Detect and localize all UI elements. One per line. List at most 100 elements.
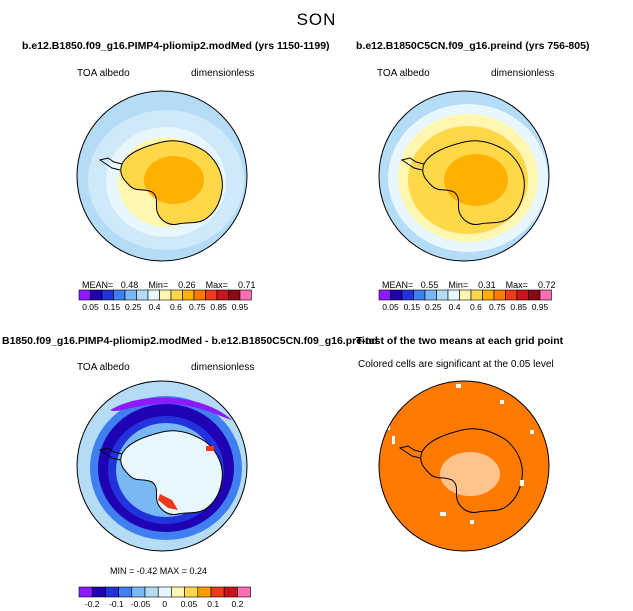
panel-1-colorbar-swatch: [239, 289, 252, 301]
panel-2-colorbar-swatch: [413, 289, 426, 301]
panel-3-colorbar-label: 0: [162, 599, 167, 609]
panel-4-map-border: [378, 380, 550, 552]
panel-2-max-label: Max=: [505, 280, 528, 290]
panel-2-continent: [401, 140, 525, 226]
panel-2-mean: 0.55: [420, 280, 439, 290]
panel-2-colorbar-label: 0.75: [489, 302, 506, 312]
panel-2-stats: MEAN= 0.55 Min= 0.31 Max= 0.72: [382, 280, 555, 290]
panel-1-colorbar-swatch: [90, 289, 103, 301]
panel-3-colorbar-swatch: [237, 586, 251, 598]
panel-3-colorbar-swatch: [118, 586, 133, 598]
panel-2-max: 0.72: [537, 280, 556, 290]
panel-3-colorbar-swatch: [157, 586, 172, 598]
panel-3-colorbar-swatch: [78, 586, 93, 598]
panel-2-colorbar-swatch: [436, 289, 449, 301]
panel-4-cell: [530, 430, 534, 434]
panel-4-cell: [520, 480, 524, 486]
panel-1-title: b.e12.B1850.f09_g16.PIMP4-pliomip2.modMe…: [22, 40, 330, 52]
panel-2-title: b.e12.B1850C5CN.f09_g16.preind (yrs 756-…: [356, 40, 590, 52]
panel-1-units: dimensionless: [191, 68, 255, 79]
panel-2-colorbar-swatch: [493, 289, 506, 301]
panel-1-colorbar-label: 0.15: [104, 302, 121, 312]
panel-2-colorbar-label: 0.05: [382, 302, 399, 312]
panel-1-colorbar-swatch: [78, 289, 91, 301]
panel-1-colorbar-swatch: [113, 289, 126, 301]
panel-1-plateau-fill: [144, 156, 204, 204]
panel-2-plateau-fill: [444, 154, 508, 206]
panel-3-red-anomaly-east: [206, 446, 214, 451]
panel-2-colorbar-swatch: [378, 289, 391, 301]
panel-1-map-border: [76, 90, 248, 262]
panel-2-map-border: [378, 90, 550, 262]
figure-season-title: SON: [296, 10, 337, 29]
panel-2-colorbar-label: 0.6: [470, 302, 482, 312]
panel-2-mean-label: MEAN=: [382, 280, 414, 290]
panel-4-title: T-test of the two means at each grid poi…: [356, 335, 564, 347]
panel-3-colorbar-label: 0.1: [207, 599, 219, 609]
panel-3-colorbar-swatch: [131, 586, 146, 598]
panel-1-colorbar-swatch: [124, 289, 137, 301]
panel-2-colorbar-swatch: [528, 289, 541, 301]
panel-2-min: 0.31: [478, 280, 496, 290]
panel-1-colorbar-swatch: [205, 289, 218, 301]
panel-4-cell: [392, 436, 395, 444]
panel-3-colorbar-swatch: [184, 586, 199, 598]
panel-2-units: dimensionless: [491, 68, 555, 79]
panel-1-colorbar-label: 0.05: [82, 302, 99, 312]
panel-3-colorbar: -0.2 -0.1 -0.05 0 0.05 0.1 0.2: [78, 586, 251, 609]
panel-1-colorbar-swatch: [228, 289, 241, 301]
panel-2-colorbar-swatch: [470, 289, 483, 301]
panel-4-insignificant-patch: [440, 452, 500, 496]
panel-3-colorbar-label: -0.1: [109, 599, 124, 609]
panel-2-variable: TOA albedo: [377, 68, 430, 79]
panel-4-cell: [500, 400, 504, 404]
panel-2-min-label: Min=: [448, 280, 469, 290]
panel-3-colorbar-swatch: [91, 586, 106, 598]
panel-4-map: [379, 381, 549, 551]
panel-3-colorbar-swatch: [210, 586, 225, 598]
panel-3-variable: TOA albedo: [77, 362, 130, 373]
panel-3-stats: MIN = -0.42 MAX = 0.24: [110, 566, 208, 576]
panel-1-min-label: Min=: [148, 280, 169, 290]
panel-3-purple-patch: [110, 397, 232, 420]
panel-3-colorbar-label: -0.05: [131, 599, 151, 609]
panel-1-colorbar-swatch: [170, 289, 183, 301]
panel-1-colorbar-label: 0.4: [149, 302, 161, 312]
panel-2-colorbar-label: 0.95: [532, 302, 549, 312]
panel-1-colorbar-swatch: [136, 289, 149, 301]
panel-3-red-anomaly: [158, 494, 178, 510]
panel-2-colorbar-swatch: [447, 289, 460, 301]
panel-1-colorbar-swatch: [159, 289, 172, 301]
panel-2-colorbar-swatch: [505, 289, 518, 301]
panel-2-colorbar-swatch: [390, 289, 403, 301]
panel-1-colorbar-label: 0.6: [170, 302, 182, 312]
panel-4-note: Colored cells are significant at the 0.0…: [358, 359, 554, 370]
panel-1-mean-label: MEAN=: [82, 280, 114, 290]
panel-1-colorbar-swatch: [193, 289, 206, 301]
panel-1-colorbar-label: 0.75: [189, 302, 206, 312]
panel-3-colorbar-swatch: [105, 586, 119, 598]
panel-3-map: [77, 381, 247, 551]
panel-2-colorbar-swatch: [424, 289, 437, 301]
panel-3-colorbar-swatch: [197, 586, 212, 598]
panel-2-colorbar-label: 0.15: [404, 302, 421, 312]
panel-2-map: [379, 91, 549, 261]
panel-4-continent: [399, 428, 523, 514]
panel-3-colorbar-swatch: [171, 586, 185, 598]
panel-1-colorbar-swatch: [182, 289, 195, 301]
panel-2-colorbar-label: 0.85: [510, 302, 527, 312]
panel-2-colorbar-label: 0.25: [425, 302, 442, 312]
panel-4-cell: [440, 512, 446, 516]
panel-1-variable: TOA albedo: [77, 68, 130, 79]
panel-3-colorbar-label: -0.2: [85, 599, 100, 609]
panel-1-colorbar-label: 0.25: [125, 302, 142, 312]
panel-2-colorbar-swatch: [401, 289, 414, 301]
panel-2-colorbar-swatch: [539, 289, 552, 301]
panel-3-colorbar-label: 0.05: [181, 599, 198, 609]
panel-1-colorbar-swatch: [147, 289, 160, 301]
panel-1-map: [77, 91, 247, 261]
panel-1-mean: 0.48: [120, 280, 139, 290]
panel-2-colorbar-label: 0.4: [449, 302, 461, 312]
panel-3-map-border: [76, 380, 248, 552]
